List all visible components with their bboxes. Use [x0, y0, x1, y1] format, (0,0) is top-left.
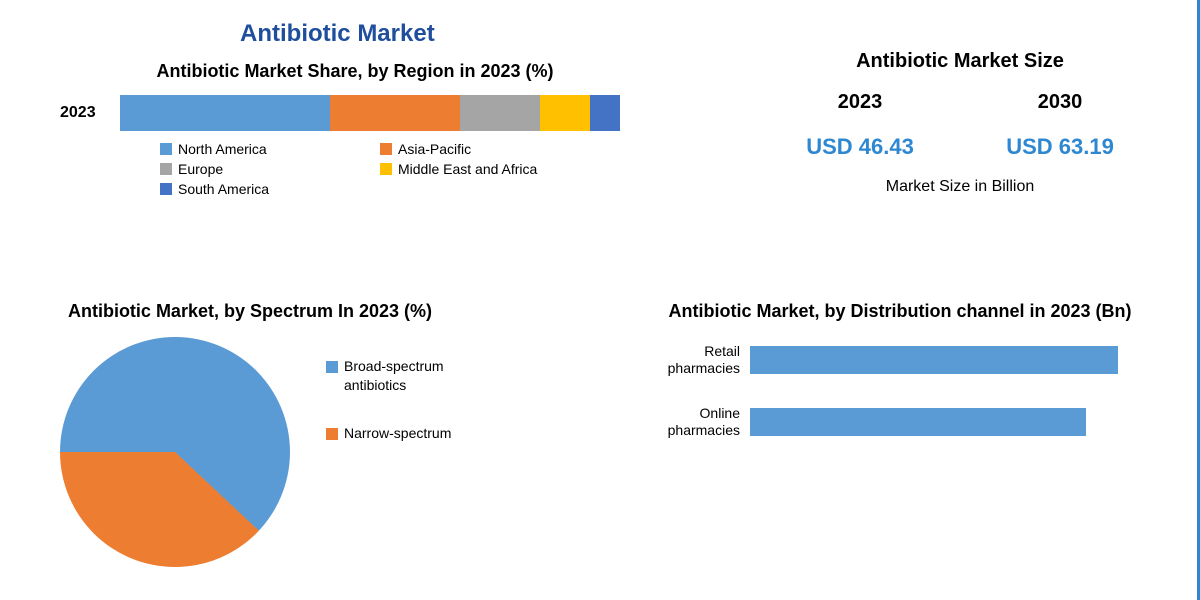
legend-label: Europe [178, 161, 223, 177]
distribution-chart-title: Antibiotic Market, by Distribution chann… [630, 300, 1170, 323]
legend-label: Middle East and Africa [398, 161, 537, 177]
spectrum-chart-title: Antibiotic Market, by Spectrum In 2023 (… [60, 300, 440, 323]
legend-label: Asia-Pacific [398, 141, 471, 157]
legend-label: South America [178, 181, 269, 197]
legend-item: South America [160, 181, 380, 197]
legend-item: North America [160, 141, 380, 157]
market-size-columns: 2023 USD 46.43 2030 USD 63.19 [760, 91, 1160, 160]
page-title: Antibiotic Market [240, 20, 435, 48]
market-size-year: 2023 [780, 91, 940, 114]
distribution-row: Retail pharmacies [630, 343, 1170, 377]
market-size-year: 2030 [980, 91, 1140, 114]
legend-swatch [326, 361, 338, 373]
distribution-bar-track [750, 346, 1150, 374]
legend-swatch [160, 143, 172, 155]
region-chart: Antibiotic Market Share, by Region in 20… [60, 60, 650, 201]
region-chart-title: Antibiotic Market Share, by Region in 20… [60, 60, 650, 83]
region-stacked-bar [120, 95, 620, 131]
market-size-value: USD 63.19 [980, 134, 1140, 160]
legend-swatch [380, 143, 392, 155]
distribution-bar [750, 346, 1118, 374]
legend-swatch [326, 428, 338, 440]
market-size-column: 2023 USD 46.43 [780, 91, 940, 160]
legend-swatch [380, 163, 392, 175]
region-legend: North America Asia-Pacific Europe Middle Ea… [160, 141, 640, 201]
spectrum-pie [60, 337, 290, 567]
spectrum-chart: Antibiotic Market, by Spectrum In 2023 (… [60, 300, 600, 567]
legend-item: Broad-spectrum antibiotics [326, 357, 494, 393]
distribution-row: Online pharmacies [630, 405, 1170, 439]
legend-item: Middle East and Africa [380, 161, 600, 177]
legend-label: Broad-spectrum antibiotics [344, 357, 494, 393]
legend-label: North America [178, 141, 267, 157]
legend-label: Narrow-spectrum [344, 424, 451, 442]
region-segment [540, 95, 590, 131]
legend-swatch [160, 183, 172, 195]
market-size-panel: Antibiotic Market Size 2023 USD 46.43 2030… [760, 50, 1160, 196]
region-segment [330, 95, 460, 131]
legend-item: Narrow-spectrum [326, 424, 494, 442]
region-segment [120, 95, 330, 131]
legend-item: Europe [160, 161, 380, 177]
distribution-chart: Antibiotic Market, by Distribution chann… [630, 300, 1170, 467]
distribution-label: Online pharmacies [630, 405, 750, 439]
region-segment [460, 95, 540, 131]
market-size-title: Antibiotic Market Size [760, 50, 1160, 73]
distribution-bar-track [750, 408, 1150, 436]
distribution-bars: Retail pharmacies Online pharmacies [630, 343, 1170, 438]
pie-graphic [60, 337, 290, 567]
legend-swatch [160, 163, 172, 175]
region-segment [590, 95, 620, 131]
distribution-label: Retail pharmacies [630, 343, 750, 377]
market-size-value: USD 46.43 [780, 134, 940, 160]
region-chart-row: 2023 [60, 95, 650, 131]
market-size-unit: Market Size in Billion [760, 178, 1160, 196]
market-size-column: 2030 USD 63.19 [980, 91, 1140, 160]
region-year-label: 2023 [60, 104, 120, 122]
spectrum-legend: Broad-spectrum antibiotics Narrow-spectru… [326, 357, 494, 472]
distribution-bar [750, 408, 1086, 436]
legend-item: Asia-Pacific [380, 141, 600, 157]
